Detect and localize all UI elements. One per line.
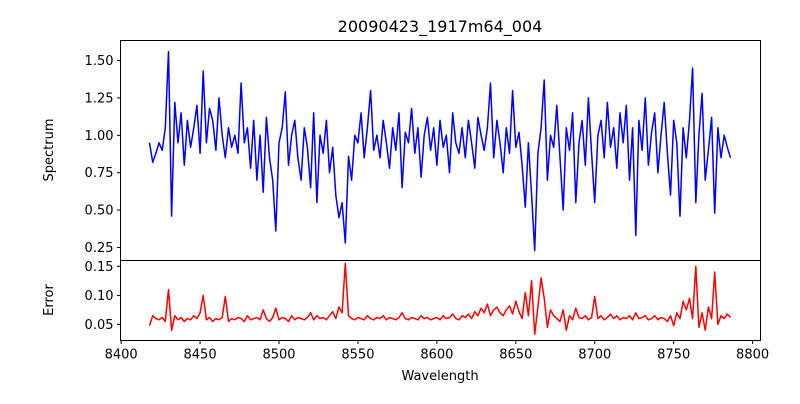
x-tick-label: 8600 <box>420 348 453 363</box>
error-axes-frame <box>120 260 761 341</box>
spectrum-panel: 0.25 0.50 0.75 1.00 1.25 1.50 <box>85 40 761 261</box>
x-tick-label: 8650 <box>499 348 532 363</box>
spectrum-y-tick-label: 0.75 <box>85 166 114 181</box>
x-tick-label: 8400 <box>105 348 138 363</box>
chart-title: 20090423_1917m64_004 <box>338 17 543 37</box>
spectrum-y-tick-label: 1.50 <box>85 54 114 69</box>
spectrum-series-line <box>148 50 732 252</box>
x-tick-label: 8700 <box>578 348 611 363</box>
spectrum-y-tick-label: 1.25 <box>85 91 114 106</box>
error-y-tick-label: 0.10 <box>85 289 114 304</box>
error-y-tick-label: 0.15 <box>85 260 114 275</box>
error-series-line <box>148 262 732 336</box>
spectrum-y-tick-label: 0.50 <box>85 204 114 219</box>
x-axis-label: Wavelength <box>401 369 478 384</box>
x-tick-label: 8550 <box>341 348 374 363</box>
error-y-tick-label: 0.05 <box>85 318 114 333</box>
x-tick-label: 8450 <box>184 348 217 363</box>
x-tick-label: 8800 <box>736 348 769 363</box>
error-panel: 0.05 0.10 0.15 8400 8450 8500 8550 8600 8650 8700… <box>85 260 770 363</box>
x-tick-label: 8500 <box>262 348 295 363</box>
spectrum-y-label: Spectrum <box>42 119 57 182</box>
spectrum-y-tick-label: 1.00 <box>85 129 114 144</box>
error-y-label: Error <box>42 284 57 316</box>
spectrum-y-tick-label: 0.25 <box>85 241 114 256</box>
x-tick-label: 8750 <box>657 348 690 363</box>
